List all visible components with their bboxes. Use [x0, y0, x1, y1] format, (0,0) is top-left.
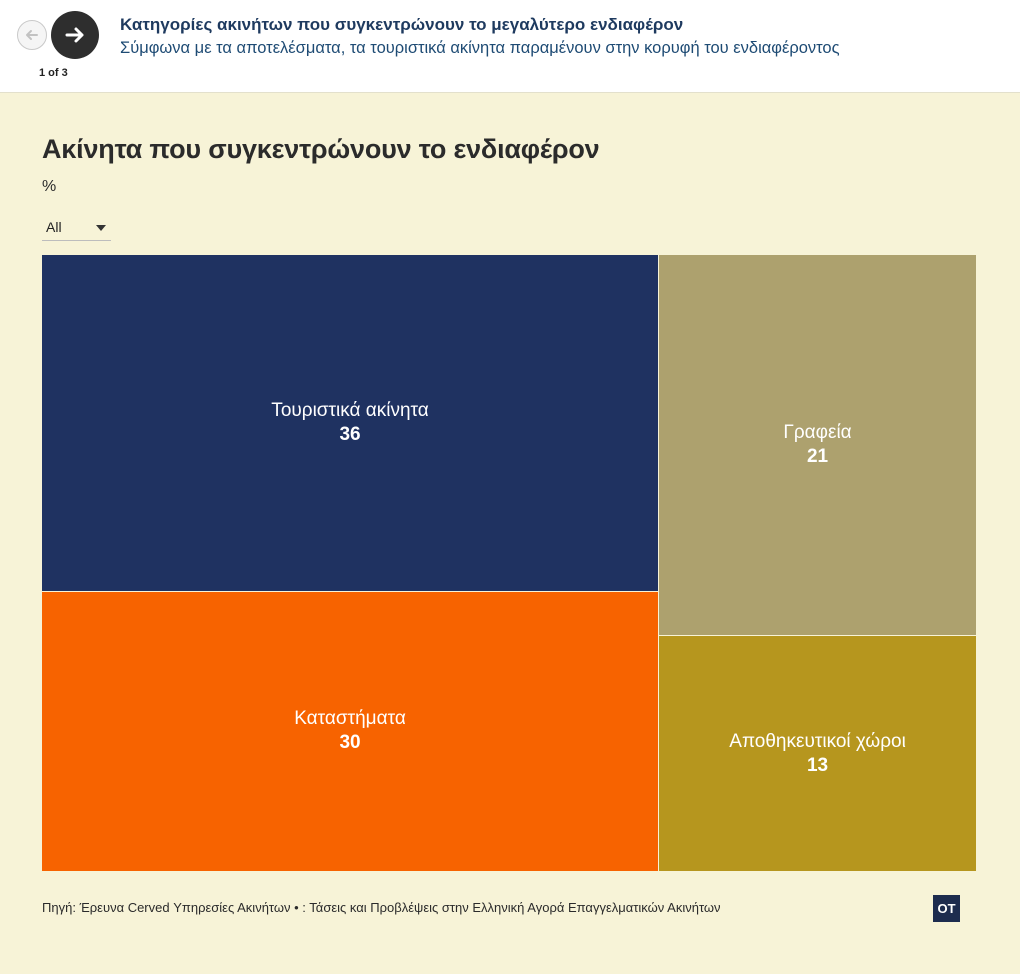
treemap-tile[interactable]: Αποθηκευτικοί χώροι 13 — [659, 636, 977, 872]
treemap-tile-label: Καταστήματα — [294, 708, 406, 730]
filter-dropdown[interactable]: All — [42, 216, 111, 241]
caret-down-icon — [96, 225, 106, 231]
chart-title: Ακίνητα που συγκεντρώνουν το ενδιαφέρον — [42, 134, 600, 164]
source-note: Πηγή: Έρευνα Cerved Υπηρεσίες Ακινήτων •… — [42, 900, 721, 915]
story-subtitle: Σύμφωνα με τα αποτελέσματα, τα τουριστικ… — [120, 39, 840, 57]
treemap-tile-label: Αποθηκευτικοί χώροι — [729, 730, 906, 752]
treemap-tile-value: 30 — [339, 732, 361, 754]
previous-button[interactable] — [17, 20, 47, 50]
treemap-tile-value: 36 — [339, 423, 361, 445]
arrow-right-icon — [65, 27, 84, 43]
treemap-tile-label: Γραφεία — [783, 422, 852, 444]
story-title: Κατηγορίες ακινήτων που συγκεντρώνουν το… — [120, 15, 684, 34]
story-header: 1 of 3 Κατηγορίες ακινήτων που συγκεντρώ… — [0, 0, 1020, 93]
next-button[interactable] — [51, 11, 99, 59]
treemap-tile[interactable]: Καταστήματα 30 — [42, 591, 660, 872]
treemap-tile[interactable]: Τουριστικά ακίνητα 36 — [42, 255, 660, 592]
chart-unit: % — [42, 178, 57, 195]
treemap-tile[interactable]: Γραφεία 21 — [659, 255, 977, 637]
publisher-logo[interactable]: ΟΤ — [933, 895, 960, 922]
treemap-tile-label: Τουριστικά ακίνητα — [271, 399, 429, 421]
filter-selected-value: All — [46, 219, 62, 235]
treemap-tile-value: 21 — [806, 446, 829, 468]
arrow-left-icon — [26, 30, 38, 40]
treemap-tile-value: 13 — [806, 754, 829, 776]
slide-counter: 1 of 3 — [39, 67, 68, 79]
